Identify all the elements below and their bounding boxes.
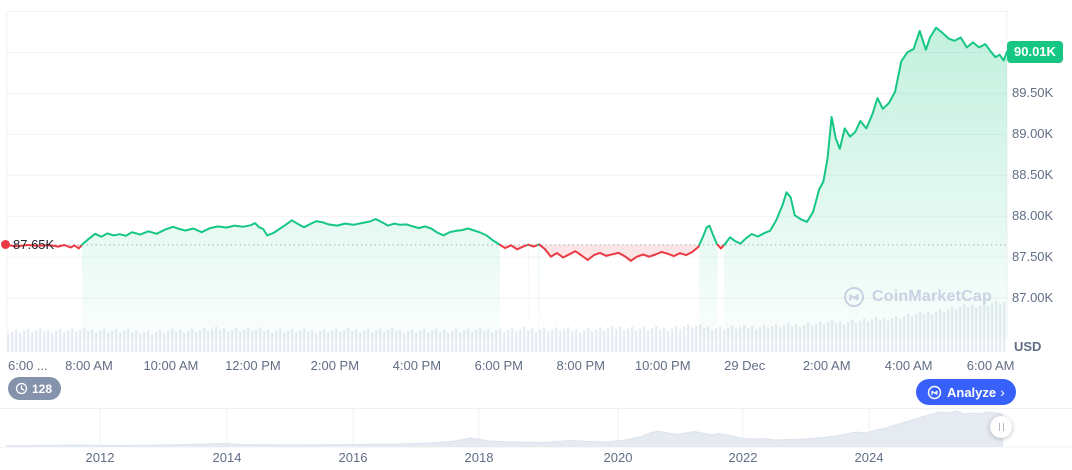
history-count: 128 <box>32 381 53 396</box>
navigator-year-tick: 2024 <box>854 450 884 465</box>
x-axis-tick: 8:00 PM <box>556 358 605 373</box>
x-axis-tick: 6:00 AM <box>966 358 1015 373</box>
navigator-year-tick: 2012 <box>85 450 115 465</box>
current-price-badge: 90.01K <box>1007 40 1063 63</box>
drag-grip-icon <box>998 423 1004 431</box>
open-price-label: 87.65K <box>1 236 55 252</box>
x-axis-tick: 6:00 PM <box>474 358 524 373</box>
y-axis-tick: 89.00K <box>1012 126 1054 142</box>
navigator-year-tick: 2022 <box>728 450 758 465</box>
price-marker-icon <box>1 239 10 249</box>
x-axis-tick: 4:00 AM <box>884 358 933 373</box>
coinmarketcap-logo-icon <box>844 287 864 307</box>
x-axis-tick: 29 Dec <box>724 358 766 373</box>
y-axis-tick: 87.00K <box>1012 290 1054 306</box>
x-axis-tick: 2:00 PM <box>310 358 360 373</box>
x-axis-tick: 2:00 AM <box>802 358 851 373</box>
price-chart-canvas[interactable] <box>0 0 1072 356</box>
navigator-handle[interactable] <box>990 416 1012 438</box>
x-axis-tick: 10:00 AM <box>143 358 199 373</box>
x-axis-tick: 12:00 PM <box>225 358 281 373</box>
x-axis-tick: 10:00 PM <box>634 358 691 373</box>
navigator-year-tick: 2014 <box>212 450 242 465</box>
analyze-label: Analyze <box>947 384 997 400</box>
y-axis-tick: 87.50K <box>1012 249 1054 265</box>
chevron-right-icon: › <box>1000 384 1005 400</box>
navigator-year-tick: 2020 <box>603 450 633 465</box>
x-axis-tick: 4:00 PM <box>392 358 442 373</box>
open-price-value: 87.65K <box>13 236 55 252</box>
x-axis-tick: 6:00 ... <box>8 358 48 373</box>
range-navigator[interactable] <box>0 408 1072 450</box>
navigator-year-tick: 2018 <box>464 450 494 465</box>
currency-label: USD <box>1014 339 1042 354</box>
coinmarketcap-logo-icon <box>927 385 942 399</box>
x-axis-tick: 8:00 AM <box>65 358 113 373</box>
y-axis-tick: 88.00K <box>1012 208 1054 224</box>
y-axis-tick: 89.50K <box>1012 85 1054 101</box>
clock-history-icon <box>15 382 28 395</box>
navigator-year-tick: 2016 <box>338 450 368 465</box>
watermark: CoinMarketCap <box>843 286 992 308</box>
y-axis-tick: 88.50K <box>1012 167 1054 183</box>
history-badge[interactable]: 128 <box>8 377 62 400</box>
watermark-text: CoinMarketCap <box>872 288 992 305</box>
analyze-button[interactable]: Analyze › <box>916 379 1016 405</box>
